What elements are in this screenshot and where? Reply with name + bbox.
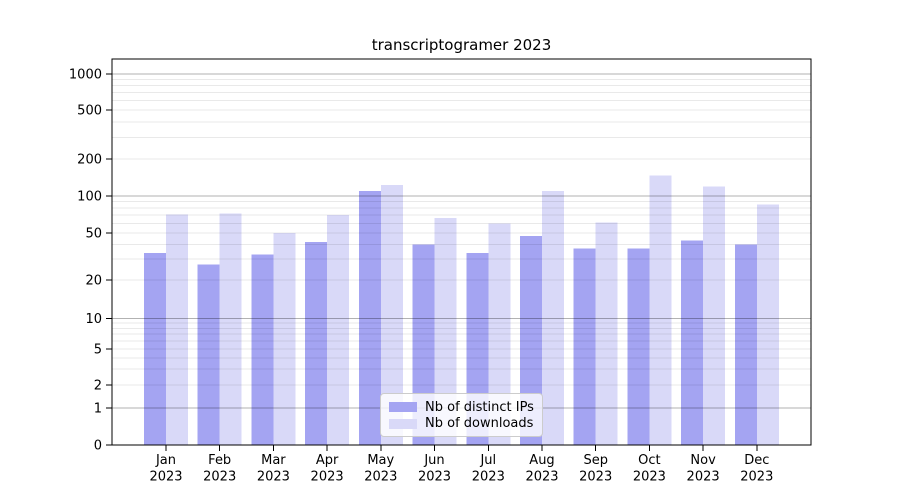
bar-downloads-aug bbox=[541, 190, 564, 445]
x-tick-label-jul: Jul bbox=[479, 453, 496, 468]
bar-downloads-oct bbox=[649, 175, 672, 445]
bar-downloads-jun bbox=[434, 218, 457, 445]
x-tick-label-aug-year: 2023 bbox=[525, 470, 558, 485]
bar-distinct-ips-apr bbox=[305, 241, 328, 445]
legend-item-downloads: Nb of downloads bbox=[389, 416, 533, 433]
x-tick-label-feb: Feb bbox=[208, 453, 231, 468]
x-tick-label-sep-year: 2023 bbox=[579, 470, 612, 485]
x-tick-label-sep: Sep bbox=[583, 453, 608, 468]
x-tick-label-nov-year: 2023 bbox=[687, 470, 720, 485]
bar-distinct-ips-mar bbox=[251, 254, 274, 445]
x-tick-label-dec: Dec bbox=[744, 453, 769, 468]
x-tick-label-apr: Apr bbox=[316, 453, 339, 468]
bar-distinct-ips-feb bbox=[197, 264, 220, 445]
bar-distinct-ips-aug bbox=[519, 236, 542, 445]
x-tick-label-jan: Jan bbox=[155, 453, 176, 468]
x-tick-label-jun-year: 2023 bbox=[418, 470, 451, 485]
legend-label-downloads: Nb of downloads bbox=[425, 416, 534, 432]
bar-downloads-jan bbox=[166, 214, 188, 445]
x-tick-label-jun: Jun bbox=[423, 453, 444, 468]
y-tick-label-2: 2 bbox=[94, 379, 102, 394]
chart-legend: Nb of distinct IPs Nb of downloads bbox=[380, 393, 543, 437]
x-tick-label-feb-year: 2023 bbox=[203, 470, 236, 485]
chart-title: transcriptogramer 2023 bbox=[371, 36, 552, 54]
legend-swatch-downloads bbox=[389, 418, 417, 429]
x-tick-label-oct-year: 2023 bbox=[633, 470, 666, 485]
legend-swatch-distinct-ips bbox=[389, 402, 417, 413]
x-tick-label-may: May bbox=[367, 453, 394, 468]
bar-downloads-nov bbox=[703, 186, 726, 446]
bar-downloads-may bbox=[380, 184, 403, 445]
bar-downloads-mar bbox=[273, 233, 296, 445]
bar-downloads-sep bbox=[595, 222, 618, 445]
x-tick-label-mar-year: 2023 bbox=[257, 470, 290, 485]
bar-distinct-ips-jan bbox=[144, 252, 166, 445]
y-tick-label-500: 500 bbox=[77, 104, 102, 119]
bar-downloads-jul bbox=[488, 223, 511, 445]
y-tick-label-20: 20 bbox=[85, 274, 102, 289]
bar-distinct-ips-may bbox=[358, 190, 381, 445]
x-tick-label-nov: Nov bbox=[690, 453, 716, 468]
y-tick-label-100: 100 bbox=[77, 190, 102, 205]
y-tick-label-1000: 1000 bbox=[69, 68, 102, 83]
x-tick-label-may-year: 2023 bbox=[364, 470, 397, 485]
x-tick-label-oct: Oct bbox=[638, 453, 660, 468]
y-tick-label-0: 0 bbox=[94, 439, 102, 454]
y-tick-label-10: 10 bbox=[85, 312, 102, 327]
bar-distinct-ips-dec bbox=[734, 244, 757, 445]
legend-label-distinct-ips: Nb of distinct IPs bbox=[425, 399, 534, 415]
x-tick-label-dec-year: 2023 bbox=[740, 470, 773, 485]
bar-distinct-ips-nov bbox=[681, 240, 704, 445]
y-tick-label-5: 5 bbox=[94, 343, 102, 358]
legend-item-distinct-ips: Nb of distinct IPs bbox=[389, 399, 534, 416]
bar-downloads-feb bbox=[219, 213, 242, 445]
x-tick-label-apr-year: 2023 bbox=[311, 470, 344, 485]
x-tick-label-jan-year: 2023 bbox=[149, 470, 182, 485]
y-tick-label-1: 1 bbox=[94, 402, 102, 417]
bar-distinct-ips-sep bbox=[573, 248, 596, 445]
x-tick-label-aug: Aug bbox=[529, 453, 554, 468]
y-tick-label-200: 200 bbox=[77, 153, 102, 168]
bar-downloads-apr bbox=[327, 215, 350, 445]
bar-distinct-ips-oct bbox=[627, 248, 650, 445]
plot-border bbox=[111, 58, 812, 446]
bar-downloads-dec bbox=[756, 204, 779, 445]
x-tick-label-jul-year: 2023 bbox=[472, 470, 505, 485]
x-tick-label-mar: Mar bbox=[261, 453, 286, 468]
y-tick-label-50: 50 bbox=[85, 227, 102, 242]
